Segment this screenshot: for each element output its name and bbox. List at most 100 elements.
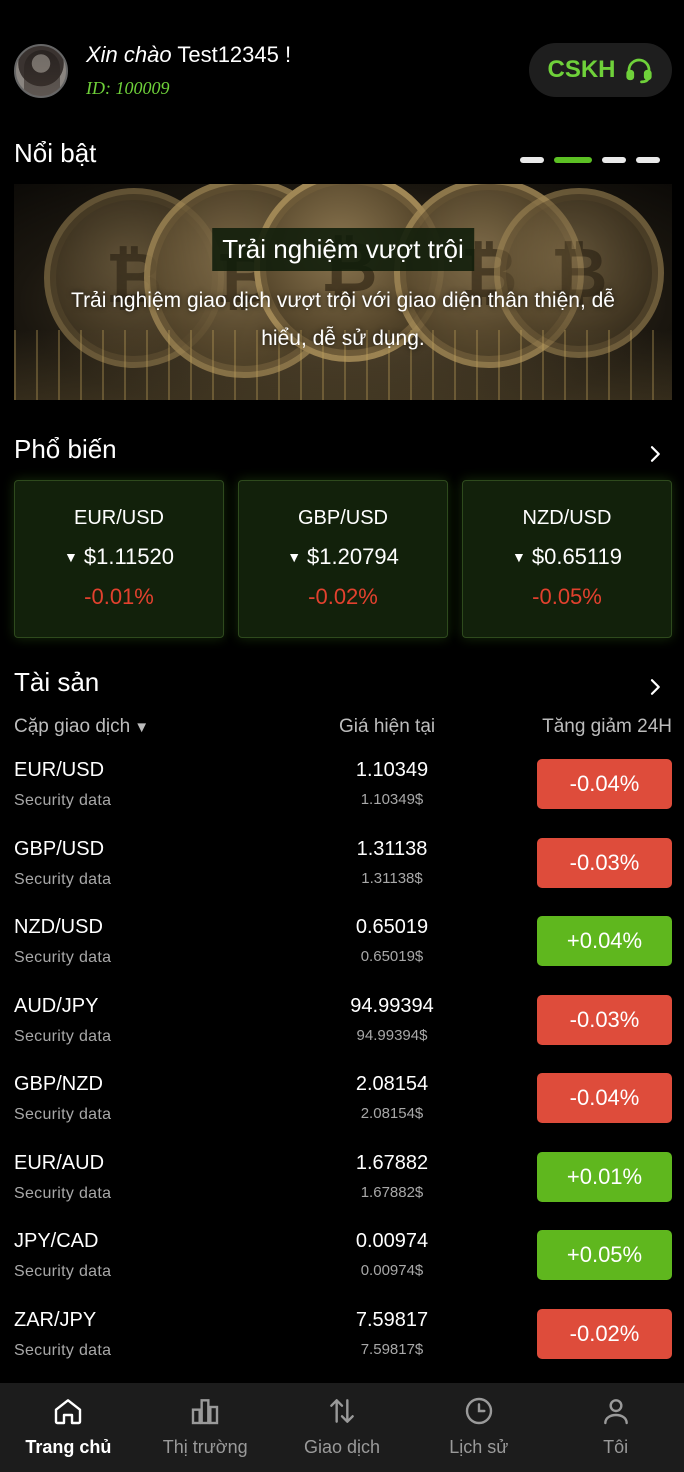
asset-price: 1.67882 [355,1151,429,1174]
asset-price-usd: 7.59817$ [360,1340,424,1358]
asset-change-badge: -0.04% [537,759,672,809]
clock-icon [465,1397,492,1425]
asset-row[interactable]: GBP/NZD Security data 2.08154 2.08154$ -… [14,1069,672,1148]
card-change: -0.02% [308,584,378,609]
asset-price: 0.00974 [355,1230,429,1252]
popular-more-chevron-icon[interactable] [646,445,664,463]
assets-more-chevron-icon[interactable] [646,678,664,696]
asset-pair: EUR/USD [14,759,105,781]
carousel-dot[interactable] [636,157,660,163]
asset-subtitle: Security data [14,870,112,888]
circuit-pattern [14,330,672,400]
user-id: ID: 100009 [86,78,170,98]
asset-change-badge: +0.05% [537,1230,672,1280]
carousel-dot[interactable] [602,157,626,163]
asset-price-usd: 1.10349$ [360,791,424,808]
card-price-value: $1.11520 [83,544,174,569]
support-label: CSKH [547,56,616,83]
popular-cards: EUR/USD ▼ $1.11520 -0.01% GBP/USD ▼ $1.207… [14,480,672,638]
asset-change-badge: +0.01% [537,1151,672,1202]
nav-trade[interactable]: Giao dịch [274,1383,411,1472]
carousel-indicator [520,157,660,163]
asset-row[interactable]: ZAR/JPY Security data 7.59817 7.59817$ -… [14,1305,672,1384]
avatar[interactable] [14,44,68,98]
user-icon [603,1399,628,1425]
asset-price: 1.31138 [356,837,428,860]
popular-card[interactable]: EUR/USD ▼ $1.11520 -0.01% [14,480,224,638]
card-price-value: $1.20794 [307,544,399,569]
home-icon [55,1399,82,1425]
asset-pair: GBP/USD [14,837,105,860]
card-price: ▼ $1.11520 [15,544,223,570]
assets-title: Tài sản [14,667,100,697]
nav-label: Lịch sử [449,1437,509,1457]
nav-market[interactable]: Thị trường [137,1383,274,1472]
asset-subtitle: Security data [14,1263,112,1280]
carousel-dot-active[interactable] [554,157,592,163]
asset-change-badge: -0.03% [537,837,672,888]
card-change: -0.01% [84,584,154,609]
asset-subtitle: Security data [14,1106,112,1123]
asset-subtitle: Security data [14,792,112,809]
assets-table-header: Cặp giao dịch ▼ Giá hiện tại Tăng giảm 24… [14,716,672,742]
asset-change-badge: -0.02% [537,1308,672,1359]
nav-label: Tôi [603,1437,629,1457]
popular-card[interactable]: NZD/USD ▼ $0.65119 -0.05% [462,480,672,638]
asset-subtitle: Security data [14,1027,112,1045]
asset-price: 1.10349 [355,759,429,781]
asset-pair: GBP/NZD [14,1073,103,1095]
nav-history[interactable]: Lịch sử [410,1383,547,1472]
asset-price-usd: 2.08154$ [360,1105,424,1122]
column-pair-sort[interactable]: Cặp giao dịch ▼ [14,716,149,738]
card-pair: GBP/USD [297,507,389,529]
card-price: ▼ $0.65119 [463,544,671,570]
asset-pair: EUR/AUD [14,1151,105,1174]
asset-subtitle: Security data [14,949,112,966]
asset-row[interactable]: EUR/AUD Security data 1.67882 1.67882$ +… [14,1148,672,1227]
nav-profile[interactable]: Tôi [547,1383,684,1472]
nav-label: Thị trường [162,1437,248,1457]
asset-price-usd: 0.65019$ [360,948,424,965]
greeting: Xin chào Test12345 ! [86,42,291,68]
asset-pair: ZAR/JPY [14,1308,97,1331]
popular-card[interactable]: GBP/USD ▼ $1.20794 -0.02% [238,480,448,638]
carousel-dot[interactable] [520,157,544,163]
popular-title: Phổ biến [14,434,117,464]
down-triangle-icon: ▼ [64,549,78,565]
card-change: -0.05% [532,584,602,609]
asset-row[interactable]: EUR/USD Security data 1.10349 1.10349$ -… [14,755,672,834]
asset-pair: NZD/USD [14,916,103,938]
greeting-prefix: Xin chào [86,42,172,67]
sort-down-icon: ▼ [134,719,150,736]
asset-price-usd: 1.67882$ [360,1183,424,1201]
asset-price: 94.99394 [350,994,434,1017]
nav-label: Trang chủ [25,1437,112,1457]
featured-banner[interactable]: ₿ ₿ ₿ ₿ ₿ Trải nghiệm vượt trội Trải ngh… [14,184,672,400]
asset-row[interactable]: NZD/USD Security data 0.65019 0.65019$ +… [14,912,672,991]
down-triangle-icon: ▼ [287,549,302,565]
app-header: Xin chào Test12345 ! ID: 100009 CSKH [0,0,684,120]
banner-description: Trải nghiệm giao dịch vượt trội với giao… [71,289,615,350]
column-pair-label: Cặp giao dịch [14,716,131,737]
asset-price-usd: 0.00974$ [360,1262,424,1279]
asset-row[interactable]: JPY/CAD Security data 0.00974 0.00974$ +… [14,1226,672,1305]
support-button[interactable]: CSKH [529,43,672,97]
featured-title: Nổi bật [14,138,97,168]
asset-pair: AUD/JPY [14,994,99,1017]
asset-change-badge: +0.04% [537,916,672,966]
down-triangle-icon: ▼ [512,549,526,565]
nav-home[interactable]: Trang chủ [0,1383,137,1472]
asset-price-usd: 1.31138$ [361,869,423,887]
column-change-label: Tăng giảm 24H [542,716,672,737]
asset-pair: JPY/CAD [14,1230,99,1252]
asset-subtitle: Security data [14,1184,112,1202]
asset-row[interactable]: AUD/JPY Security data 94.99394 94.99394$… [14,991,672,1070]
assets-list: EUR/USD Security data 1.10349 1.10349$ -… [14,755,672,1383]
swap-arrows-icon [330,1399,354,1423]
asset-price: 0.65019 [355,916,429,938]
bar-chart-icon [191,1399,219,1425]
asset-row[interactable]: GBP/USD Security data 1.31138 1.31138$ -… [14,834,672,913]
asset-change-badge: -0.03% [537,994,672,1045]
asset-subtitle: Security data [14,1341,112,1359]
asset-price: 2.08154 [355,1073,429,1095]
